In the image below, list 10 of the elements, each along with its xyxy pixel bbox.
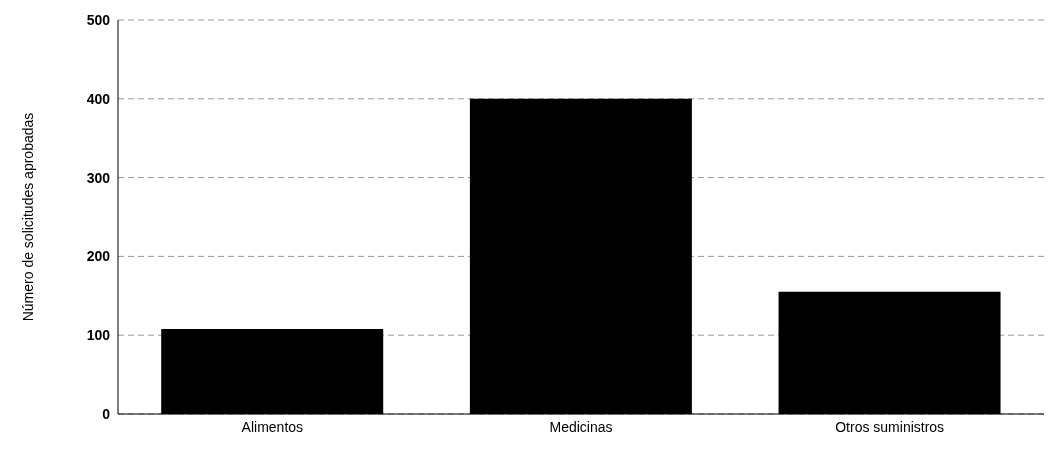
y-tick-label: 0 <box>102 405 111 422</box>
y-tick-label: 500 <box>86 11 111 28</box>
y-axis-title: Número de solicitudes aprobadas <box>19 112 36 322</box>
x-tick-label: Medicinas <box>549 418 613 435</box>
x-tick-label: Alimentos <box>241 418 304 435</box>
y-tick-label: 200 <box>86 248 111 265</box>
y-tick-label: 400 <box>86 90 111 107</box>
x-tick-label: Otros suministros <box>835 418 945 435</box>
y-tick-label: 300 <box>86 169 111 186</box>
y-tick-label: 100 <box>86 327 111 344</box>
